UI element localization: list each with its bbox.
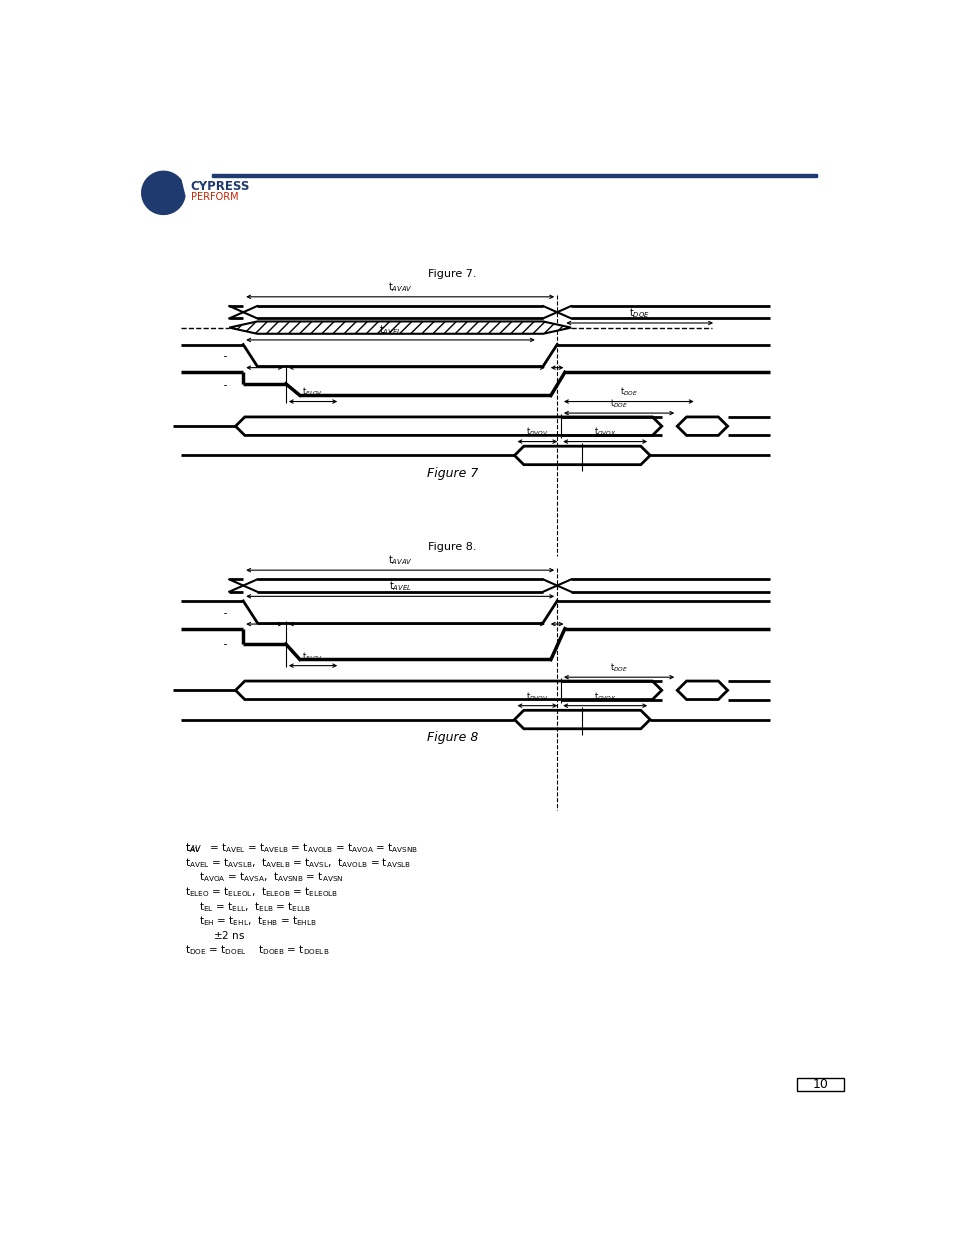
Text: t$_{QVQX}$: t$_{QVQX}$ bbox=[593, 426, 616, 438]
Text: Figure 8: Figure 8 bbox=[426, 731, 477, 745]
Text: $\bar{}$: $\bar{}$ bbox=[224, 606, 229, 616]
Text: t$_{AVAV}$: t$_{AVAV}$ bbox=[387, 553, 413, 567]
Text: t$_{ELQV}$: t$_{ELQV}$ bbox=[302, 650, 323, 662]
Text: t$_{DOE}$: t$_{DOE}$ bbox=[629, 306, 649, 320]
Text: t$_{\rm EL}$ = t$_{\rm ELL}$,  t$_{\rm ELB}$ = t$_{\rm ELLB}$: t$_{\rm EL}$ = t$_{\rm ELL}$, t$_{\rm EL… bbox=[199, 900, 311, 914]
Text: CYPRESS: CYPRESS bbox=[191, 180, 250, 193]
Text: t$_{QVQX}$: t$_{QVQX}$ bbox=[593, 690, 616, 703]
Bar bbox=[797, 1078, 843, 1092]
Text: 10: 10 bbox=[812, 1078, 828, 1091]
Text: $\bar{}$: $\bar{}$ bbox=[224, 351, 229, 361]
Text: t$_{DOE}$: t$_{DOE}$ bbox=[619, 387, 638, 399]
Bar bbox=[212, 174, 816, 178]
Text: t$_{\rm AVOA}$ = t$_{\rm AVSA}$,  t$_{\rm AVSNB}$ = t$_{\rm AVSN}$: t$_{\rm AVOA}$ = t$_{\rm AVSA}$, t$_{\rm… bbox=[199, 871, 343, 884]
Text: t$_{AVEL}$: t$_{AVEL}$ bbox=[378, 324, 401, 337]
Text: PERFORM: PERFORM bbox=[191, 191, 238, 201]
Text: Figure 8.: Figure 8. bbox=[428, 542, 476, 552]
Text: Figure 7: Figure 7 bbox=[426, 467, 477, 480]
Polygon shape bbox=[229, 321, 571, 333]
Text: t$_{\rm AV}$   = t$_{\rm AVEL}$ = t$_{\rm AVELB}$ = t$_{\rm AVOLB}$ = t$_{\rm AV: t$_{\rm AV}$ = t$_{\rm AVEL}$ = t$_{\rm … bbox=[185, 841, 418, 855]
Text: Figure 7.: Figure 7. bbox=[428, 269, 476, 279]
Text: t$_{DVQV}$: t$_{DVQV}$ bbox=[525, 426, 548, 438]
Text: t$_{\rm ELEO}$ = t$_{\rm ELEOL}$,  t$_{\rm ELEOB}$ = t$_{\rm ELEOLB}$: t$_{\rm ELEO}$ = t$_{\rm ELEOL}$, t$_{\r… bbox=[185, 885, 338, 899]
Text: t$_{ELQV}$: t$_{ELQV}$ bbox=[302, 385, 323, 399]
Text: t$_{AV}$: t$_{AV}$ bbox=[185, 841, 202, 855]
Text: $\pm$2 ns: $\pm$2 ns bbox=[213, 929, 245, 941]
Text: t$_{\rm DOE}$ = t$_{\rm DOEL}$    t$_{\rm DOEB}$ = t$_{\rm DOELB}$: t$_{\rm DOE}$ = t$_{\rm DOEL}$ t$_{\rm D… bbox=[185, 944, 329, 957]
Text: t$_{DOE}$: t$_{DOE}$ bbox=[609, 662, 628, 674]
Text: t$_{\rm AVEL}$ = t$_{\rm AVSLB}$,  t$_{\rm AVELB}$ = t$_{\rm AVSL}$,  t$_{\rm AV: t$_{\rm AVEL}$ = t$_{\rm AVSLB}$, t$_{\r… bbox=[185, 856, 411, 869]
Text: t$_{DOE}$: t$_{DOE}$ bbox=[609, 398, 628, 410]
Text: $\bar{}$: $\bar{}$ bbox=[224, 379, 229, 389]
Text: $\bar{}$: $\bar{}$ bbox=[224, 638, 229, 648]
Text: t$_{\rm EH}$ = t$_{\rm EHL}$,  t$_{\rm EHB}$ = t$_{\rm EHLB}$: t$_{\rm EH}$ = t$_{\rm EHL}$, t$_{\rm EH… bbox=[199, 914, 316, 929]
Text: t$_{AVEL}$: t$_{AVEL}$ bbox=[388, 579, 412, 593]
Text: t$_{DVQV}$: t$_{DVQV}$ bbox=[525, 690, 548, 703]
Polygon shape bbox=[142, 172, 185, 215]
Text: t$_{AVAV}$: t$_{AVAV}$ bbox=[387, 280, 413, 294]
